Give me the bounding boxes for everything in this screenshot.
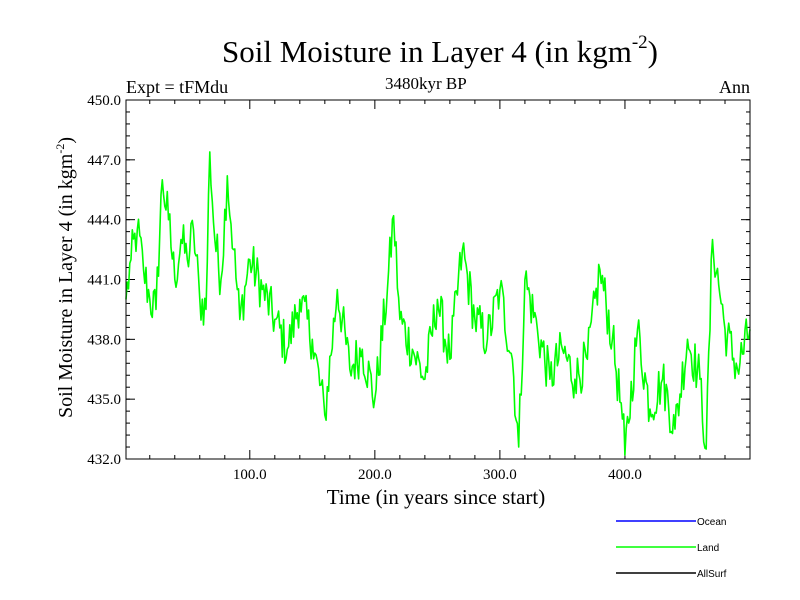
chart-title: Soil Moisture in Layer 4 (in kgm-2) (222, 32, 658, 69)
legend: Ocean Land AllSurf (616, 517, 727, 580)
series-line-land (125, 151, 751, 456)
y-tick-label: 432.0 (87, 452, 121, 468)
y-tick-label: 447.0 (87, 153, 121, 169)
tick-labels: 432.0 435.0 438.0 441.0 444.0 447.0 450.0 100.0… (87, 93, 642, 483)
y-tick-label: 441.0 (87, 273, 121, 289)
legend-label-allsurf: AllSurf (697, 569, 727, 580)
season-label: Ann (719, 77, 750, 97)
y-axis-label: Soil Moisture in Layer 4 (in kgm-2) (53, 137, 77, 418)
y-tick-label: 444.0 (87, 213, 121, 229)
legend-label-ocean: Ocean (697, 517, 726, 528)
y-tick-label: 450.0 (87, 93, 121, 109)
x-tick-label: 300.0 (483, 467, 517, 483)
series-layer (125, 151, 751, 456)
y-tick-label: 438.0 (87, 332, 121, 348)
chart-subtitle: 3480kyr BP (385, 74, 467, 93)
y-tick-label: 435.0 (87, 392, 121, 408)
x-axis-label: Time (in years since start) (327, 485, 546, 509)
x-tick-label: 200.0 (358, 467, 392, 483)
legend-label-land: Land (697, 543, 719, 554)
x-tick-label: 400.0 (608, 467, 642, 483)
plot-frame (125, 99, 751, 460)
experiment-label: Expt = tFMdu (126, 77, 229, 97)
x-tick-label: 100.0 (233, 467, 267, 483)
